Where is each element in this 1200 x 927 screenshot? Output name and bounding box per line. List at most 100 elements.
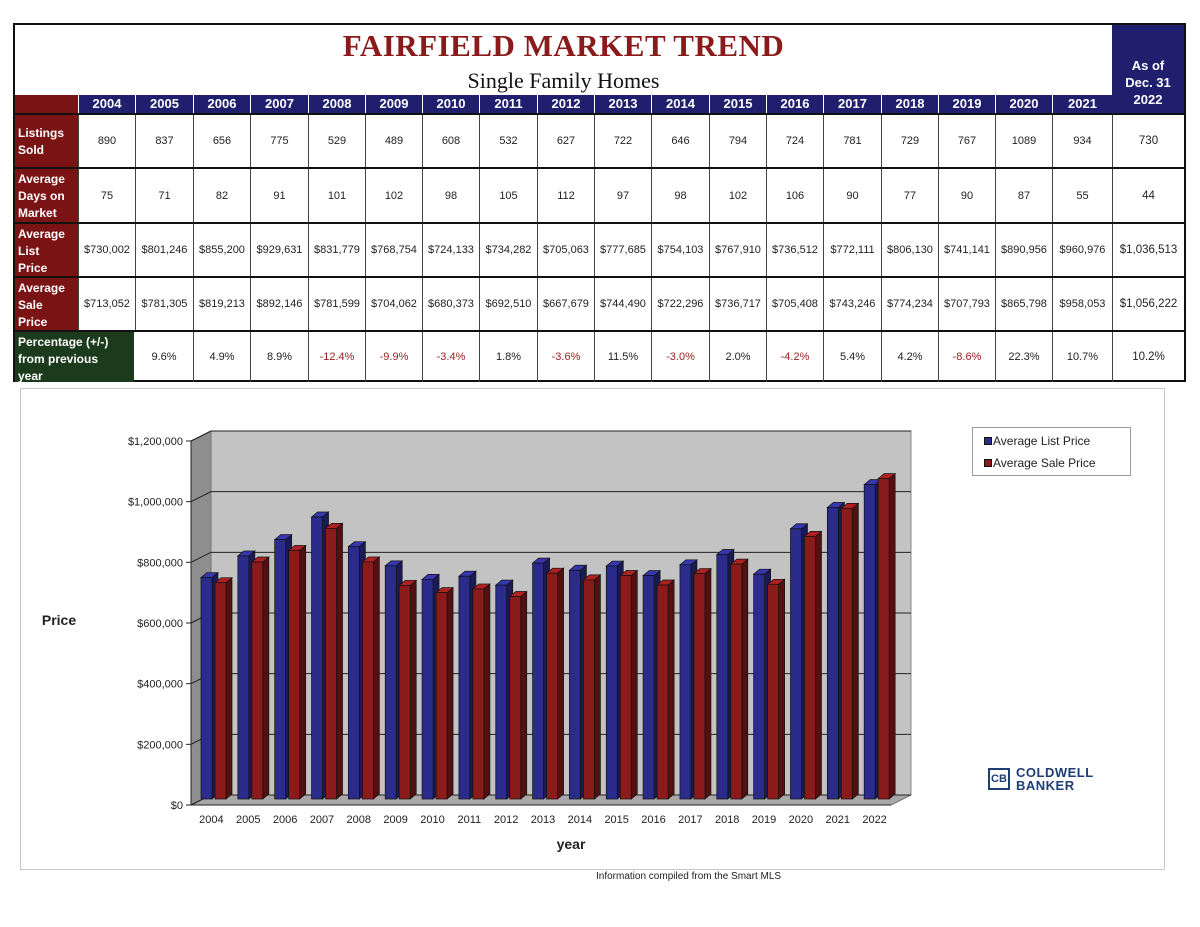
row-label-line: Average [18, 172, 65, 186]
table-cell: 106 [766, 169, 823, 222]
y-tick-label: $200,000 [137, 739, 183, 751]
bar-front [509, 596, 522, 800]
table-cell: $767,910 [709, 224, 766, 276]
table-cell: 98 [422, 169, 479, 222]
title-area: FAIRFIELD MARKET TREND Single Family Hom… [15, 25, 1112, 95]
as-of-year: 2022 [1133, 92, 1163, 107]
table-cell: $960,976 [1052, 224, 1112, 276]
bar-front [877, 478, 890, 800]
bar-front [435, 592, 448, 800]
bar-front [288, 550, 301, 800]
bar-side [520, 590, 528, 800]
bar-sale-price [766, 578, 786, 800]
table-cell: 934 [1052, 115, 1112, 167]
bar-front [325, 528, 337, 800]
table-cell: 98 [651, 169, 709, 222]
table-cell: 1089 [995, 115, 1052, 167]
y-axis-title: Price [42, 612, 76, 628]
table-cell: 112 [537, 169, 594, 222]
page-title: FAIRFIELD MARKET TREND [342, 28, 785, 63]
table-cell: -12.4% [308, 332, 365, 382]
bar-side [667, 579, 675, 800]
bar-front [472, 588, 485, 800]
bar-side [225, 576, 233, 800]
bar-side [446, 586, 454, 800]
row-label: Percentage (+/-) from previous year [15, 332, 134, 383]
table-cell: 44 [1112, 169, 1184, 222]
table-cell: 4.9% [193, 332, 250, 382]
table-cell: 781 [823, 115, 881, 167]
table-cell: 1.8% [479, 332, 537, 382]
x-tick-label: 2016 [641, 814, 665, 826]
table-cell: 97 [594, 169, 651, 222]
x-tick-label: 2022 [862, 814, 886, 826]
y-tick-label: $400,000 [137, 679, 183, 691]
bar-front [826, 507, 839, 800]
table-cell: $707,793 [938, 278, 995, 330]
bar-side [778, 578, 785, 800]
bar-sale-price [545, 567, 565, 800]
bar-side [483, 583, 491, 800]
y-tick-label: $1,000,000 [128, 497, 183, 509]
as-of-date: Dec. 31 [1125, 75, 1171, 90]
table-cell: 9.6% [151, 351, 177, 363]
table-cell: $865,798 [995, 278, 1052, 330]
row-label-line: Price [18, 261, 48, 275]
table-cell: $1,056,222 [1112, 278, 1184, 330]
table-cell: 837 [135, 115, 193, 167]
y-tick-label: $800,000 [137, 557, 183, 569]
bar-front [619, 575, 632, 800]
table-row: Listings Sold 890 837 656 775 529 489 608 532 627 7… [15, 113, 1184, 167]
bar-sale-price [877, 472, 897, 800]
bar-front [730, 563, 743, 800]
table-cell: $754,103 [651, 224, 709, 276]
bar-front [767, 583, 779, 800]
table-cell: $734,282 [479, 224, 537, 276]
table-cell: 724 [766, 115, 823, 167]
table-cell: 11.5% [594, 332, 651, 382]
year-header-cell: 2015 [709, 95, 766, 113]
logo-wordmark: COLDWELL BANKER [1016, 766, 1094, 792]
chart-svg: $0 $200,000 $400,000 $600,000 $800,000 $1,000… [42, 430, 912, 852]
row-label-line: year [18, 369, 43, 383]
x-tick-label: 2005 [236, 814, 260, 826]
bar-front [398, 585, 411, 800]
table-cell: 627 [537, 115, 594, 167]
source-note: Information compiled from the Smart MLS [596, 871, 782, 882]
page-subtitle: Single Family Homes [467, 68, 660, 93]
table-cell: 101 [308, 169, 365, 222]
logo-line-1: COLDWELL [1016, 765, 1094, 780]
table-cell: $713,052 [78, 278, 135, 330]
table-cell: 4.2% [881, 332, 938, 382]
table-cell: $781,305 [135, 278, 193, 330]
bar-sale-price [361, 556, 381, 800]
logo-line-2: BANKER [1016, 778, 1075, 793]
table-cell: 775 [250, 115, 308, 167]
table-cell: $801,246 [135, 224, 193, 276]
table-cell: 22.3% [995, 332, 1052, 382]
table-cell: 608 [422, 115, 479, 167]
year-header-cell: 2011 [479, 95, 537, 113]
table-cell: 5.4% [823, 332, 881, 382]
table-cell: $855,200 [193, 224, 250, 276]
year-header-cell: 2008 [308, 95, 365, 113]
chart-legend: Average List Price Average Sale Price [972, 427, 1131, 476]
table-cell: $772,111 [823, 224, 881, 276]
gridline [190, 551, 911, 563]
table-cell: 729 [881, 115, 938, 167]
bar-front [214, 582, 227, 800]
table-cell: $831,779 [308, 224, 365, 276]
table-cell: 2.0% [709, 332, 766, 382]
table-cell: $777,685 [594, 224, 651, 276]
table-cell: 656 [193, 115, 250, 167]
table-cell: $736,512 [766, 224, 823, 276]
bar-front [840, 508, 853, 800]
bar-front [642, 575, 655, 800]
legend-label-list: Average List Price [993, 434, 1091, 448]
row-label: Average Days on Market [15, 169, 78, 222]
as-of-label: As of [1131, 58, 1165, 73]
table-cell: $958,053 [1052, 278, 1112, 330]
x-tick-label: 2007 [310, 814, 334, 826]
bar-side [741, 558, 749, 800]
x-tick-label: 2006 [273, 814, 297, 826]
